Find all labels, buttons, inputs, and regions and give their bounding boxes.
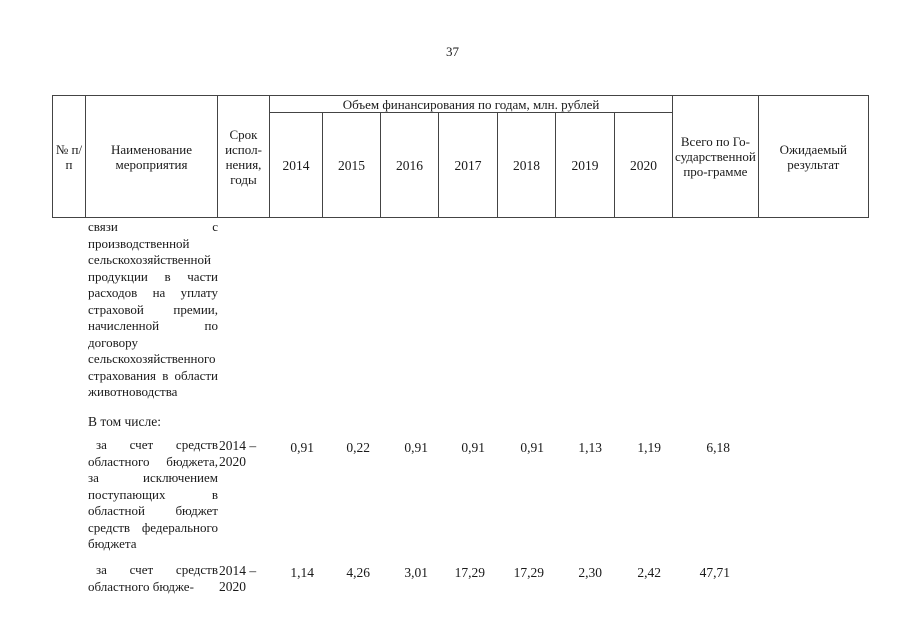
row-value-2015: 4,26 xyxy=(346,565,370,580)
in-total-label: В том числе: xyxy=(88,414,161,429)
header-year-2018: 2018 xyxy=(497,112,556,218)
row-value-2020: 1,19 xyxy=(637,440,661,455)
row-value-2015: 0,22 xyxy=(346,440,370,455)
row-period: 2014 – 2020 xyxy=(219,438,257,469)
header-funding: Объем финансирования по годам, млн. рубл… xyxy=(269,95,673,113)
row-value-2017: 17,29 xyxy=(454,565,485,580)
header-year-2020: 2020 xyxy=(614,112,673,218)
row-value-2017: 0,91 xyxy=(461,440,485,455)
header-year-2015: 2015 xyxy=(322,112,381,218)
row-value-2019: 1,13 xyxy=(578,440,602,455)
header-year-2014: 2014 xyxy=(269,112,323,218)
row-value-2014: 0,91 xyxy=(290,440,314,455)
header-year-2017: 2017 xyxy=(438,112,498,218)
row-name: за счет средств областного бюдже- xyxy=(88,562,218,594)
row-value-2019: 2,30 xyxy=(578,565,602,580)
header-year-2016: 2016 xyxy=(380,112,439,218)
header-year-2019: 2019 xyxy=(555,112,615,218)
row-value-2016: 3,01 xyxy=(404,565,428,580)
page-number: 37 xyxy=(446,44,459,59)
row-value-2016: 0,91 xyxy=(404,440,428,455)
row-total: 47,71 xyxy=(699,565,730,580)
table-header: № п/п Наименование мероприятия Срок испо… xyxy=(52,95,869,218)
row-value-2020: 2,42 xyxy=(637,565,661,580)
row-name: за счет средств областного бюджета, за и… xyxy=(88,437,218,551)
row-value-2018: 17,29 xyxy=(513,565,544,580)
row-period: 2014 – 2020 xyxy=(219,563,257,594)
header-total: Всего по Го-сударственной про-грамме xyxy=(672,95,759,218)
header-name: Наименование мероприятия xyxy=(85,95,218,218)
row-total: 6,18 xyxy=(706,440,730,455)
header-period: Срок испол-нения, годы xyxy=(217,95,270,218)
continuation-text: связи с производственной сельскохозяйств… xyxy=(88,219,218,399)
row-value-2018: 0,91 xyxy=(520,440,544,455)
row-value-2014: 1,14 xyxy=(290,565,314,580)
header-result: Ожидаемый результат xyxy=(757,95,869,218)
